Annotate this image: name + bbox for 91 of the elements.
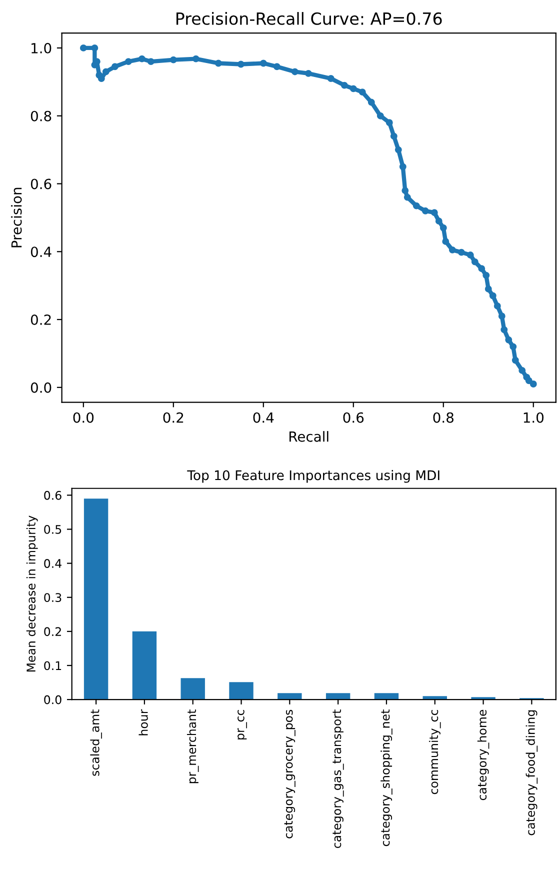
- bar: [84, 498, 108, 700]
- x-tick-label: 0.4: [253, 412, 274, 423]
- bar: [180, 678, 205, 700]
- bar: [278, 693, 302, 700]
- point: [512, 356, 519, 364]
- point: [260, 60, 267, 67]
- y-tick-label: 0.8: [30, 110, 52, 122]
- y-tick-label: 1.0: [32, 42, 52, 54]
- point: [494, 302, 501, 310]
- point: [304, 70, 312, 77]
- point: [430, 209, 438, 216]
- point: [111, 63, 118, 70]
- x-tick-label: hour: [138, 709, 148, 736]
- x-tick-label: pr_cc: [238, 710, 247, 740]
- point: [399, 163, 406, 170]
- point: [448, 246, 456, 254]
- point: [192, 55, 200, 62]
- y-tick-label: 0.0: [30, 382, 52, 393]
- point: [518, 366, 526, 374]
- point: [471, 258, 478, 266]
- y-tick-label: 0.5: [44, 524, 62, 534]
- point: [435, 218, 442, 225]
- point: [350, 85, 357, 92]
- x-tick-label: category_home: [477, 710, 490, 800]
- x-tick-label: pr_merchant: [186, 710, 199, 784]
- point: [124, 58, 132, 66]
- point: [147, 58, 154, 66]
- y-axis-title: Precision: [11, 188, 22, 248]
- point: [390, 132, 398, 140]
- bar: [374, 693, 399, 700]
- bar: [326, 693, 350, 700]
- x-tick-label: 0.2: [163, 412, 184, 423]
- point: [214, 60, 222, 67]
- y-tick-label: 0.2: [30, 314, 51, 325]
- point: [273, 63, 280, 70]
- point: [291, 68, 298, 76]
- y-tick-label: 0.4: [44, 559, 62, 568]
- point: [530, 380, 537, 388]
- x-tick-label: 0.6: [343, 412, 364, 423]
- point: [404, 194, 411, 201]
- point: [489, 292, 496, 300]
- point: [482, 272, 490, 279]
- y-tick-label: 0.2: [44, 627, 61, 636]
- point: [422, 207, 429, 214]
- point: [498, 312, 506, 320]
- x-tick-label: 0.8: [433, 412, 454, 423]
- point: [442, 238, 450, 245]
- y-tick-label: 0.6: [44, 490, 62, 500]
- y-tick-label: 0.4: [30, 246, 52, 258]
- point: [170, 56, 177, 64]
- bar: [132, 631, 157, 700]
- point: [505, 336, 512, 344]
- y-tick-label: 0.0: [44, 695, 62, 704]
- point: [91, 44, 98, 52]
- x-tick-label: category_grocery_pos: [284, 710, 296, 838]
- point: [525, 377, 532, 384]
- y-axis-title: Mean decrease in impurity: [26, 516, 38, 672]
- point: [458, 248, 465, 256]
- x-tick-label: 0.0: [73, 412, 94, 423]
- point: [80, 44, 87, 52]
- x-tick-label: category_gas_transport: [332, 710, 344, 848]
- x-axis-title: Recall: [290, 431, 328, 442]
- point: [478, 265, 486, 272]
- point: [368, 98, 375, 106]
- x-tick-label: 1.0: [524, 412, 544, 423]
- y-tick-label: 0.6: [30, 178, 52, 190]
- chart-title: Precision-Recall Curve: AP=0.76: [176, 12, 442, 25]
- point: [500, 326, 508, 334]
- point: [327, 75, 334, 82]
- point: [386, 119, 393, 126]
- chart-title: Top 10 Feature Importances using MDI: [187, 470, 440, 483]
- y-tick-label: 0.1: [44, 661, 62, 670]
- x-tick-label: category_shopping_net: [380, 710, 392, 846]
- point: [402, 187, 409, 194]
- point: [394, 146, 402, 154]
- x-tick-label: category_food_dining: [526, 710, 538, 836]
- point: [102, 68, 110, 76]
- point: [484, 285, 492, 292]
- point: [358, 88, 366, 96]
- x-tick-label: scaled_amt: [90, 710, 102, 776]
- y-tick-label: 0.3: [44, 593, 62, 602]
- point: [466, 252, 474, 258]
- x-tick-label: community_cc: [429, 710, 441, 794]
- bar: [229, 682, 254, 700]
- point: [376, 112, 384, 120]
- point: [340, 82, 348, 89]
- point: [138, 55, 146, 62]
- point: [510, 343, 517, 350]
- point: [237, 60, 244, 68]
- point: [440, 224, 447, 232]
- point: [412, 202, 420, 210]
